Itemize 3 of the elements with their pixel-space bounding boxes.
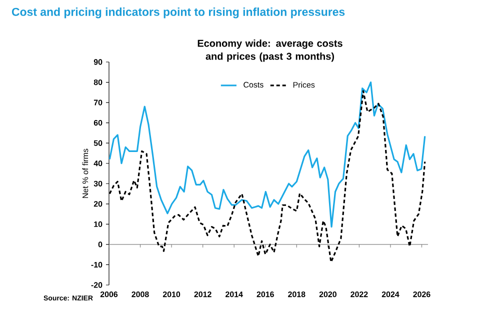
chart-title: Cost and pricing indicators point to rising inflation pressures <box>12 8 345 18</box>
chart-subtitle: Economy wide: average costs and prices (past 3 months) <box>198 40 342 62</box>
line-series <box>108 81 426 228</box>
